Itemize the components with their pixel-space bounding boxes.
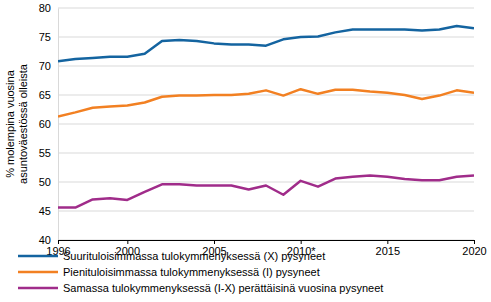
grid-line (58, 153, 474, 154)
y-tick: 65 (39, 89, 58, 101)
x-tick-mark (127, 240, 128, 244)
y-tick-label: 60 (39, 118, 51, 130)
series-line (58, 176, 474, 208)
grid-line (58, 211, 474, 212)
grid-line (58, 182, 474, 183)
chart: 4045505560657075801996200020052010*20152… (0, 0, 491, 302)
y-tick-label: 65 (39, 89, 51, 101)
grid (58, 8, 474, 240)
legend-label: Suurituloisimmassa tulokymmenyksessä (X)… (63, 250, 325, 262)
grid-line (58, 8, 474, 9)
grid-line (58, 240, 474, 241)
y-axis-title: % molempina vuosinaasuntoväestössä ollei… (4, 63, 29, 184)
y-tick-label: 55 (39, 147, 51, 159)
legend: Suurituloisimmassa tulokymmenyksessä (X)… (18, 250, 383, 294)
y-tick: 75 (39, 31, 58, 43)
y-tick-label: 45 (39, 205, 51, 217)
y-axis-title-line: asuntoväestössä olleista (17, 63, 29, 184)
y-tick: 50 (39, 176, 58, 188)
grid-line (58, 66, 474, 67)
legend-swatch (18, 287, 58, 290)
y-tick: 80 (39, 2, 58, 14)
x-tick-label: 2020 (462, 245, 486, 257)
y-tick-label: 75 (39, 31, 51, 43)
x-tick-mark (387, 240, 388, 244)
y-axis-title-line: % molempina vuosina (4, 69, 16, 177)
y-axis: 404550556065707580 (39, 2, 59, 246)
y-tick-label: 70 (39, 60, 51, 72)
x-tick-mark (214, 240, 215, 244)
x-tick: 2015 (376, 240, 400, 257)
y-tick-label: 80 (39, 2, 51, 14)
x-tick-mark (58, 240, 59, 244)
y-tick: 60 (39, 118, 58, 130)
x-tick-mark (474, 240, 475, 244)
y-tick: 55 (39, 147, 58, 159)
y-tick: 70 (39, 60, 58, 72)
legend-swatch (18, 271, 58, 274)
legend-swatch (18, 255, 58, 258)
grid-line (58, 124, 474, 125)
plot-lines (58, 26, 474, 208)
x-axis-line (59, 240, 475, 241)
y-tick-label: 50 (39, 176, 51, 188)
series-line (58, 89, 474, 116)
x-tick-label: 2015 (376, 245, 400, 257)
x-tick-mark (301, 240, 302, 244)
series-line (58, 26, 474, 61)
legend-label: Samassa tulokymmenyksessä (I-X) perättäi… (63, 282, 383, 294)
legend-label: Pienituloisimmassa tulokymmenyksessä (I)… (63, 266, 320, 278)
x-tick: 2020 (462, 240, 486, 257)
y-tick: 45 (39, 205, 58, 217)
y-axis-line (58, 9, 59, 241)
grid-line (58, 37, 474, 38)
